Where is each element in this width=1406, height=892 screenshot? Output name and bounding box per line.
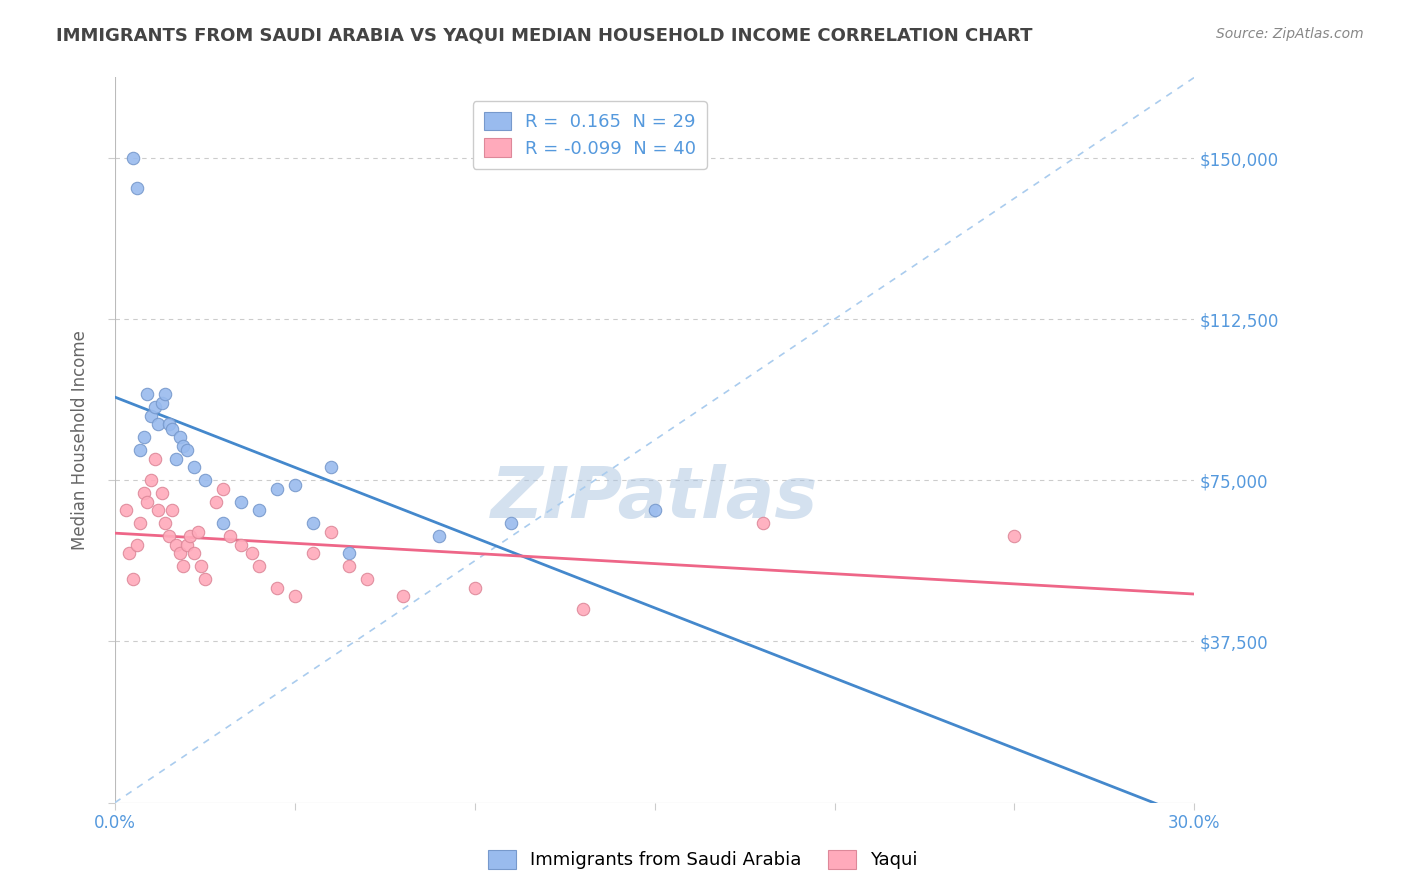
- Point: [319, 460, 342, 475]
- Text: Source: ZipAtlas.com: Source: ZipAtlas.com: [1216, 27, 1364, 41]
- Point: [194, 473, 217, 487]
- Text: ZIPatlas: ZIPatlas: [491, 464, 818, 533]
- Point: [176, 443, 198, 458]
- Point: [172, 439, 194, 453]
- Point: [284, 477, 307, 491]
- Point: [165, 538, 187, 552]
- Point: [644, 503, 666, 517]
- Point: [150, 396, 173, 410]
- Point: [337, 546, 360, 560]
- Point: [247, 503, 270, 517]
- Point: [155, 387, 177, 401]
- Point: [162, 503, 184, 517]
- Point: [266, 581, 288, 595]
- Point: [122, 151, 145, 165]
- Point: [125, 538, 148, 552]
- Point: [146, 417, 169, 432]
- Point: [356, 572, 378, 586]
- Point: [165, 451, 187, 466]
- Point: [229, 538, 252, 552]
- Point: [499, 516, 522, 531]
- Point: [1002, 529, 1025, 543]
- Y-axis label: Median Household Income: Median Household Income: [72, 330, 89, 550]
- Point: [319, 524, 342, 539]
- Point: [139, 409, 162, 423]
- Point: [284, 590, 307, 604]
- Point: [194, 572, 217, 586]
- Point: [132, 430, 155, 444]
- Legend: Immigrants from Saudi Arabia, Yaqui: Immigrants from Saudi Arabia, Yaqui: [479, 841, 927, 879]
- Point: [240, 546, 263, 560]
- Point: [464, 581, 486, 595]
- Point: [143, 451, 166, 466]
- Point: [118, 546, 141, 560]
- Point: [125, 181, 148, 195]
- Legend: R =  0.165  N = 29, R = -0.099  N = 40: R = 0.165 N = 29, R = -0.099 N = 40: [472, 101, 707, 169]
- Point: [183, 546, 205, 560]
- Point: [136, 387, 159, 401]
- Point: [169, 430, 191, 444]
- Point: [266, 482, 288, 496]
- Point: [751, 516, 773, 531]
- Point: [162, 422, 184, 436]
- Point: [571, 602, 593, 616]
- Point: [229, 495, 252, 509]
- Text: IMMIGRANTS FROM SAUDI ARABIA VS YAQUI MEDIAN HOUSEHOLD INCOME CORRELATION CHART: IMMIGRANTS FROM SAUDI ARABIA VS YAQUI ME…: [56, 27, 1033, 45]
- Point: [157, 529, 180, 543]
- Point: [301, 516, 323, 531]
- Point: [172, 559, 194, 574]
- Point: [179, 529, 201, 543]
- Point: [212, 482, 235, 496]
- Point: [129, 516, 152, 531]
- Point: [155, 516, 177, 531]
- Point: [146, 503, 169, 517]
- Point: [176, 538, 198, 552]
- Point: [190, 559, 212, 574]
- Point: [150, 486, 173, 500]
- Point: [114, 503, 136, 517]
- Point: [247, 559, 270, 574]
- Point: [219, 529, 242, 543]
- Point: [132, 486, 155, 500]
- Point: [391, 590, 413, 604]
- Point: [157, 417, 180, 432]
- Point: [122, 572, 145, 586]
- Point: [129, 443, 152, 458]
- Point: [204, 495, 226, 509]
- Point: [136, 495, 159, 509]
- Point: [212, 516, 235, 531]
- Point: [301, 546, 323, 560]
- Point: [139, 473, 162, 487]
- Point: [427, 529, 450, 543]
- Point: [183, 460, 205, 475]
- Point: [187, 524, 209, 539]
- Point: [143, 401, 166, 415]
- Point: [337, 559, 360, 574]
- Point: [169, 546, 191, 560]
